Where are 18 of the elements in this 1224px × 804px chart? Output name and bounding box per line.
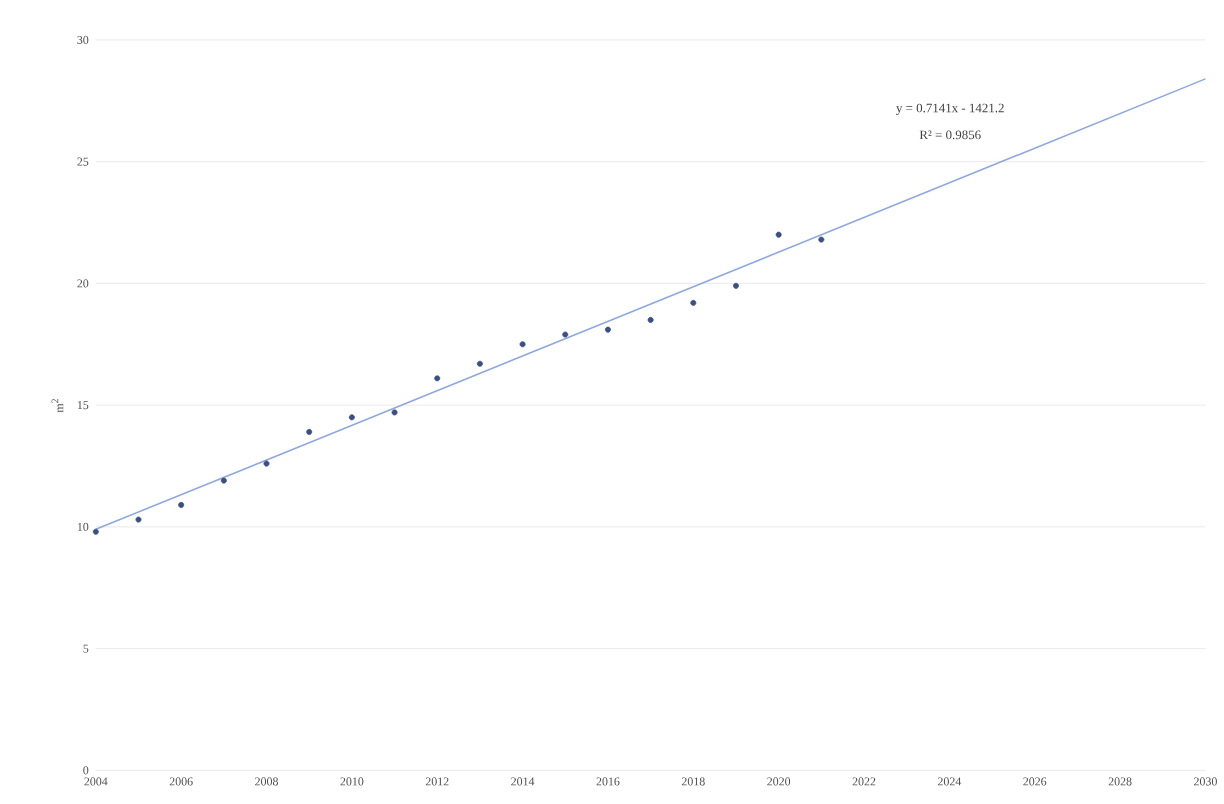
point — [348, 414, 355, 421]
point — [562, 331, 569, 338]
point — [434, 375, 441, 382]
point — [220, 477, 227, 484]
point — [178, 501, 185, 508]
point — [92, 528, 99, 535]
point — [263, 460, 270, 467]
point — [647, 316, 654, 323]
point — [135, 516, 142, 523]
point — [391, 409, 398, 416]
point — [519, 341, 526, 348]
point — [306, 428, 313, 435]
point — [690, 299, 697, 306]
point — [818, 236, 825, 243]
point — [732, 282, 739, 289]
point — [476, 360, 483, 367]
point — [604, 326, 611, 333]
point — [775, 231, 782, 238]
